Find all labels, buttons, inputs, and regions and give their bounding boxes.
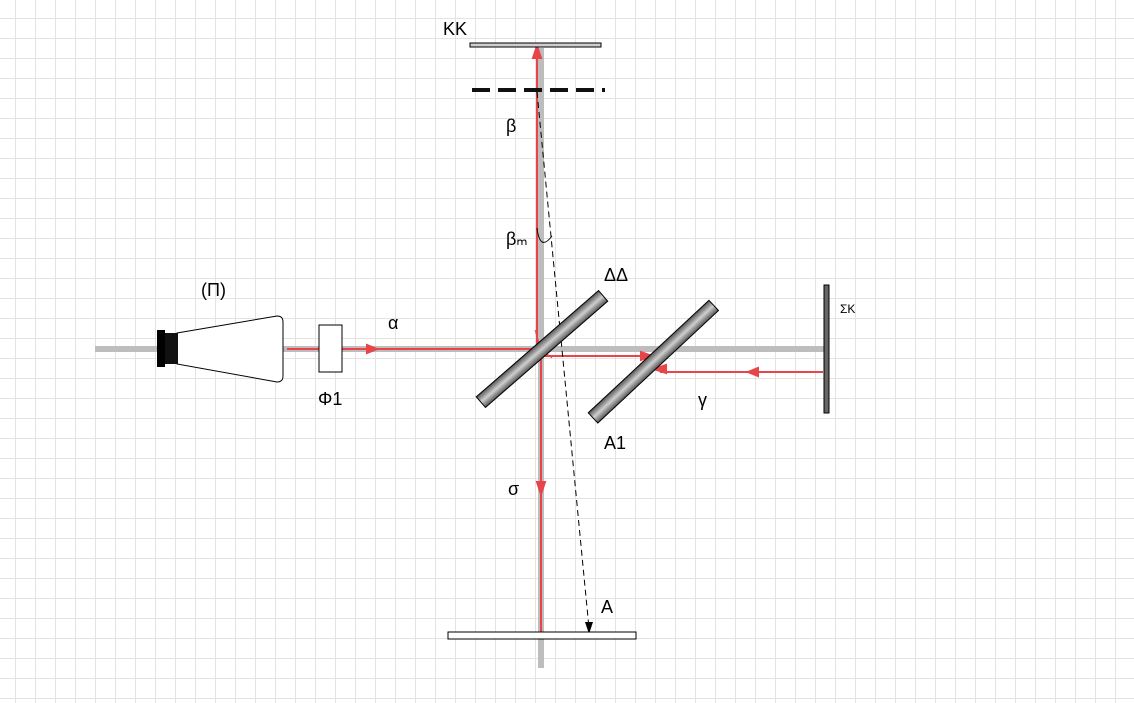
label-beta: β — [506, 116, 517, 136]
label-phi1: Φ1 — [318, 389, 343, 409]
arrowhead-icon — [531, 42, 543, 59]
arrowhead-icon — [585, 622, 593, 634]
arrowhead-icon — [650, 363, 667, 375]
screen-a — [447, 631, 637, 640]
label-a1: Α1 — [604, 433, 627, 453]
label-alpha: α — [388, 313, 399, 333]
label-beta-m: βₘ — [506, 229, 528, 249]
mirror-sk — [823, 284, 830, 414]
label-kk: KK — [443, 19, 468, 39]
lamp-source-icon — [157, 315, 284, 383]
angle-arc — [536, 227, 553, 243]
beam-splitter-dd — [475, 289, 609, 409]
arrowhead-icon — [535, 481, 547, 498]
filter-phi1 — [318, 324, 343, 373]
label-sigma: σ — [508, 479, 520, 499]
arrowhead-icon — [366, 343, 380, 355]
plate-a1 — [587, 299, 720, 424]
arrowhead-icon — [745, 366, 759, 378]
label-a: Α — [601, 597, 614, 617]
label-pi: (Π) — [201, 280, 226, 300]
label-sigma-k: ΣΚ — [840, 302, 856, 316]
screen-kk — [469, 42, 602, 48]
dashed-ray — [536, 91, 590, 629]
label-delta: ΔΔ — [604, 265, 629, 285]
label-gamma: γ — [698, 390, 707, 410]
